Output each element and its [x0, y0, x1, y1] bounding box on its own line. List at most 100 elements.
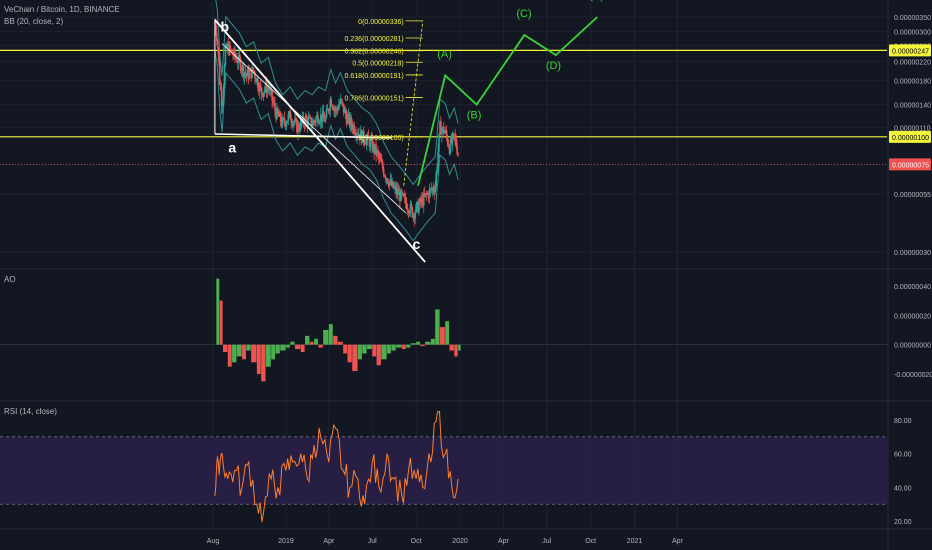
- candle-body: [399, 191, 401, 202]
- candle-body: [294, 118, 296, 123]
- candle-body: [452, 133, 455, 135]
- candle-body: [314, 121, 316, 123]
- projection-label: (D): [546, 60, 561, 72]
- candle-body: [437, 151, 439, 167]
- ao-bar: [416, 341, 421, 345]
- ao-bar: [381, 344, 387, 360]
- ao-bar: [435, 309, 440, 345]
- candle-body: [222, 86, 225, 103]
- candle-body: [221, 102, 224, 107]
- x-axis-tick: Aug: [207, 538, 220, 545]
- candle-body: [457, 153, 459, 155]
- candle-body: [326, 109, 329, 111]
- candle-body: [395, 186, 397, 194]
- price-badge: [889, 158, 931, 171]
- bb-legend: BB (20, close, 2): [4, 17, 63, 26]
- candle-body: [260, 87, 263, 94]
- candle-body: [317, 115, 319, 124]
- ao-bar: [449, 344, 454, 351]
- candle-body: [441, 129, 443, 136]
- candle-body: [420, 198, 422, 203]
- candle-body: [415, 204, 417, 213]
- projection-label: (B): [467, 110, 482, 122]
- candle-body: [342, 103, 345, 113]
- candle-body: [377, 150, 379, 154]
- candle-body: [405, 202, 408, 210]
- candle-body: [273, 102, 275, 104]
- candle-body: [264, 83, 267, 90]
- candle-body: [404, 196, 407, 203]
- ao-bar: [227, 344, 232, 367]
- candle-body: [311, 125, 313, 127]
- candle-body: [253, 70, 255, 73]
- candle-body: [358, 134, 360, 136]
- candle-body: [323, 117, 326, 122]
- candle-body: [381, 162, 384, 169]
- candle-body: [291, 122, 293, 126]
- ao-bar: [280, 344, 286, 351]
- candle-body: [240, 69, 243, 71]
- x-axis-tick: Jul: [368, 538, 377, 545]
- candle-body: [345, 114, 348, 124]
- candle-body: [382, 168, 385, 176]
- x-axis-tick: 2019: [278, 538, 294, 545]
- candle-body: [454, 134, 457, 139]
- candle-body: [423, 193, 426, 196]
- candle-body: [310, 117, 313, 127]
- candle-body: [422, 193, 425, 206]
- candle-body: [350, 117, 353, 125]
- price-badge: [889, 130, 931, 143]
- candle-body: [397, 189, 399, 195]
- x-axis-tick: Jul: [542, 538, 551, 545]
- candle-body: [275, 110, 277, 119]
- candle-body: [355, 133, 357, 137]
- ao-bar: [445, 321, 450, 345]
- candle-body: [407, 210, 410, 214]
- candle-body: [339, 102, 341, 105]
- candle-body: [216, 32, 218, 42]
- candle-body: [347, 114, 350, 117]
- candle-body: [432, 187, 435, 191]
- candle-body: [229, 44, 231, 50]
- candle-body: [383, 175, 386, 177]
- candle-body: [356, 134, 358, 137]
- candle-body: [332, 107, 334, 111]
- candle-body: [401, 190, 403, 195]
- candle-body: [346, 116, 349, 124]
- candle-body: [235, 56, 237, 59]
- rsi-axis-tick: 60.00: [894, 452, 912, 459]
- ao-bar: [290, 341, 295, 345]
- candle-body: [313, 120, 315, 122]
- candle-body: [270, 89, 272, 90]
- candle-body: [411, 207, 414, 218]
- candle-body: [445, 130, 448, 137]
- candle-body: [328, 109, 331, 112]
- candle-body: [408, 213, 411, 214]
- ao-bar: [236, 344, 242, 357]
- ao-bar: [406, 344, 411, 348]
- chart-title: VeChain / Bitcoin, 1D, BINANCE: [4, 5, 120, 14]
- price-badge-label: 0.00000075: [892, 162, 929, 169]
- candle-body: [431, 187, 434, 190]
- ao-bar: [216, 278, 220, 345]
- candle-body: [335, 108, 337, 111]
- candle-body: [394, 186, 396, 188]
- candle-body: [319, 114, 322, 122]
- candle-body: [387, 182, 390, 186]
- candle-body: [391, 181, 394, 186]
- candle-body: [428, 189, 431, 198]
- candle-body: [372, 143, 375, 151]
- candle-body: [215, 22, 217, 33]
- candle-body: [312, 120, 314, 126]
- rsi-legend: RSI (14, close): [4, 407, 57, 416]
- ao-bar: [357, 344, 362, 360]
- candle-body: [268, 86, 271, 91]
- candle-body: [246, 69, 249, 76]
- rsi-line: [214, 410, 459, 523]
- candle-body: [286, 120, 289, 123]
- candle-body: [265, 83, 268, 93]
- ao-bar: [328, 324, 333, 345]
- candle-body: [247, 69, 250, 79]
- candle-body: [425, 193, 428, 195]
